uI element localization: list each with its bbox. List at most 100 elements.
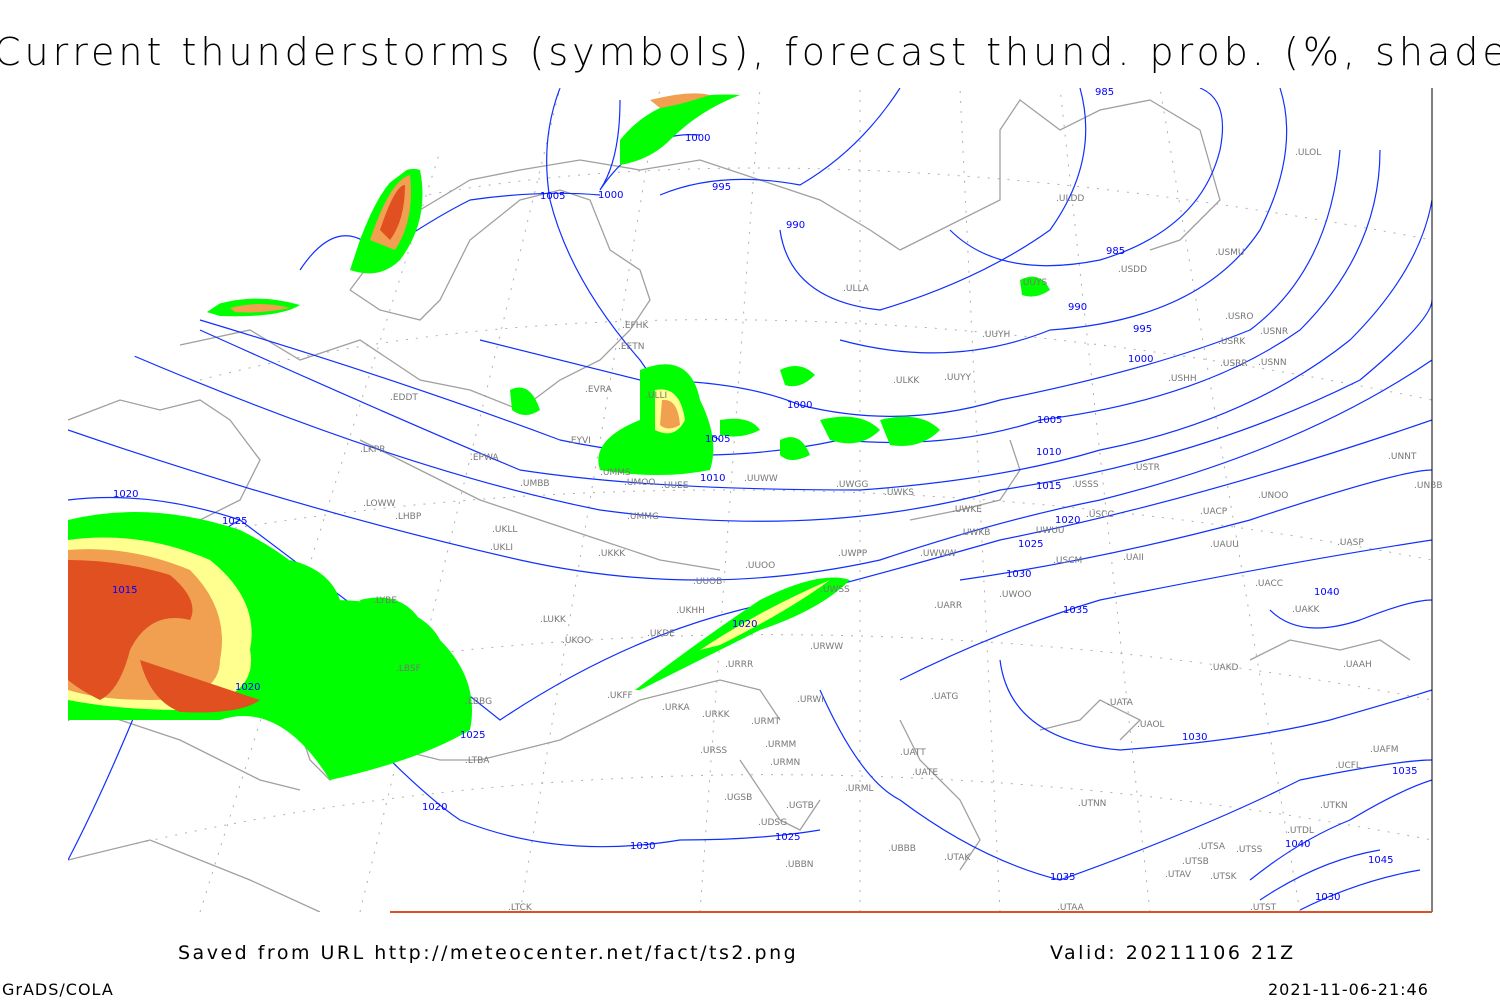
station-label: .UATT xyxy=(900,748,926,758)
station-label: .URMM xyxy=(765,740,796,750)
station-label: .UWKS xyxy=(884,488,914,498)
station-label: .UKHH xyxy=(676,606,705,616)
station-label: .UAOL xyxy=(1137,720,1165,730)
station-label: .ULKK xyxy=(893,376,920,386)
station-label: .UKFF xyxy=(607,691,633,701)
station-label: .USNN xyxy=(1258,358,1287,368)
station-label: .UTSA xyxy=(1198,842,1226,852)
station-label: .LBSF xyxy=(396,664,421,674)
station-label: .UMMG xyxy=(627,512,659,522)
valid-time: Valid: 20211106 21Z xyxy=(1050,942,1296,964)
isobar-label: 1020 xyxy=(422,802,447,813)
isobar-label: 1000 xyxy=(787,400,812,411)
station-label: .UAKD xyxy=(1210,663,1239,673)
isobar-label: 985 xyxy=(1106,246,1125,257)
station-label: .EFHK xyxy=(622,321,649,331)
isobar-label: 985 xyxy=(1095,87,1114,98)
station-label: .UCFL xyxy=(1335,761,1361,771)
station-label: .UMMS xyxy=(600,468,631,478)
isobar-label: 1000 xyxy=(685,133,710,144)
station-label: .EYVI xyxy=(568,436,591,446)
station-label: .USRR xyxy=(1220,359,1248,369)
station-label: .UWPP xyxy=(838,549,868,559)
station-label: .ULLI xyxy=(645,391,667,401)
station-label: .UBBB xyxy=(888,844,916,854)
isobar-label: 1015 xyxy=(1036,481,1061,492)
station-label: .UUOB xyxy=(693,577,722,587)
station-label: .URWI xyxy=(797,695,824,705)
isobar-label: 1030 xyxy=(1315,892,1340,903)
station-label: .UUYY xyxy=(944,373,972,383)
isobar-label: 1040 xyxy=(1285,839,1310,850)
station-label: .UTSS xyxy=(1236,845,1263,855)
graticule xyxy=(68,88,1432,912)
station-label: .ULOL xyxy=(1295,148,1321,158)
isobar-label: 1025 xyxy=(222,516,247,527)
station-label: .UGTB xyxy=(786,801,814,811)
station-label: .UWSS xyxy=(820,585,850,595)
isobar-label: 990 xyxy=(1068,302,1087,313)
station-label: .UTSK xyxy=(1210,872,1238,882)
station-label: .URKK xyxy=(702,710,731,720)
station-label: .UUYH xyxy=(982,330,1010,340)
station-label: .LOWW xyxy=(363,499,396,509)
station-label: .EPWA xyxy=(470,453,499,463)
isobar-label: 990 xyxy=(786,220,805,231)
station-label: .UTDL xyxy=(1287,826,1314,836)
station-label: .UTKN xyxy=(1320,801,1348,811)
isobar-label: 1025 xyxy=(1018,539,1043,550)
isobar-label: 995 xyxy=(1133,324,1152,335)
station-label: .UAII xyxy=(1123,553,1144,563)
station-label: .EETN xyxy=(618,342,644,352)
isobar-label: 1030 xyxy=(1006,569,1031,580)
station-label: .USDD xyxy=(1118,265,1147,275)
station-label: .URML xyxy=(845,784,873,794)
station-label: .UDSG xyxy=(758,818,787,828)
isobar-label: 1030 xyxy=(630,841,655,852)
station-label: .UWKB xyxy=(960,528,990,538)
station-label: .UMBB xyxy=(520,479,550,489)
station-label: .URMN xyxy=(770,758,800,768)
station-label: .UKOO xyxy=(562,636,591,646)
station-label: .UKLI xyxy=(490,543,513,553)
isobar-label: 1025 xyxy=(460,730,485,741)
station-label: .UAFM xyxy=(1370,745,1399,755)
station-label: .UKKK xyxy=(598,549,626,559)
station-label: .UTST xyxy=(1250,903,1277,913)
station-label: .UGSB xyxy=(724,793,752,803)
isobar-label: 1020 xyxy=(235,682,260,693)
isobar-label: 1025 xyxy=(775,832,800,843)
thunderstorm-probability-shading xyxy=(68,93,1050,780)
isobar-labels: 985 1000 1005 1000 995 990 985 990 995 1000 1000 10… xyxy=(112,87,1417,903)
isobar-label: 1020 xyxy=(113,489,138,500)
station-label: .UASP xyxy=(1337,538,1364,548)
generation-timestamp: 2021-11-06-21:46 xyxy=(1268,980,1429,999)
saved-from-url: Saved from URL http://meteocenter.net/fa… xyxy=(178,942,799,964)
station-label: .UUWW xyxy=(744,474,778,484)
station-label: .LUKK xyxy=(540,615,567,625)
station-label: .UKLL xyxy=(492,525,517,535)
station-label: .UAUU xyxy=(1210,540,1239,550)
station-label: .USTR xyxy=(1133,463,1160,473)
station-label: .UWOO xyxy=(999,590,1032,600)
isobar-label: 1045 xyxy=(1368,855,1393,866)
map-title: Current thunderstorms (symbols), forecas… xyxy=(0,30,1500,74)
station-label: .UAKK xyxy=(1292,605,1321,615)
station-label: .LBBG xyxy=(465,697,492,707)
station-label: .USRO xyxy=(1225,312,1254,322)
station-label: .UMOO xyxy=(624,478,655,488)
station-label: .USCC xyxy=(1086,510,1114,520)
isobar-label: 1035 xyxy=(1050,872,1075,883)
station-label: .LTCK xyxy=(508,903,533,913)
isobar-label: 1020 xyxy=(1055,515,1080,526)
isobar-label: 1005 xyxy=(540,191,565,202)
station-label: .UBBN xyxy=(785,860,814,870)
station-label: .ULDD xyxy=(1056,194,1084,204)
station-label: .URRR xyxy=(725,660,753,670)
station-label: .UNNT xyxy=(1388,452,1417,462)
station-label: .UKDE xyxy=(647,629,675,639)
station-label: .ULLA xyxy=(843,284,870,294)
isobar-label: 995 xyxy=(712,182,731,193)
station-label: .UWKE xyxy=(952,505,982,515)
